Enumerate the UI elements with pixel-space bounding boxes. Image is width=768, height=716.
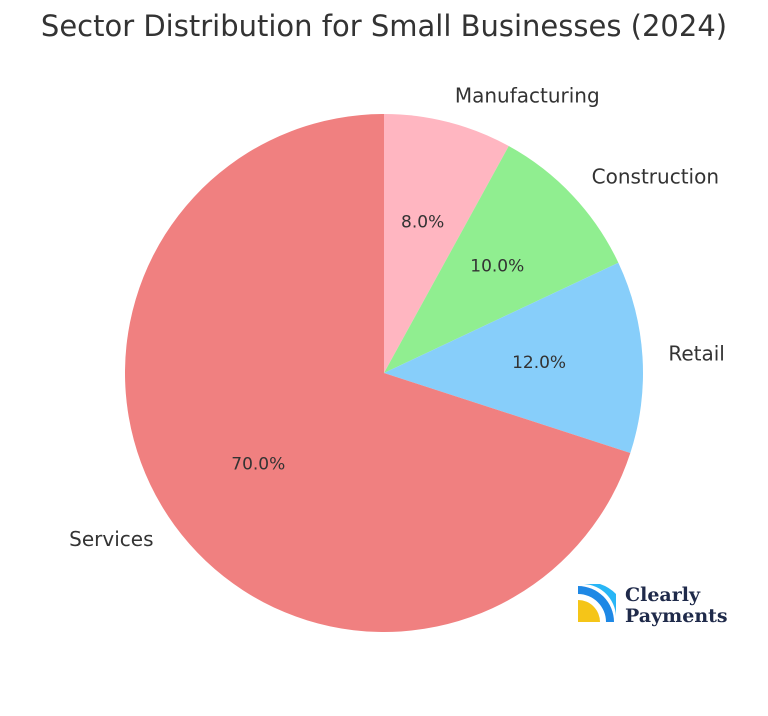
logo-icon — [578, 600, 600, 622]
logo-icon — [578, 586, 614, 622]
value-label: 12.0% — [512, 353, 566, 373]
logo-text: Payments — [625, 605, 728, 627]
pie-slice — [384, 114, 509, 373]
value-label: 70.0% — [231, 454, 285, 474]
logo-text: Clearly — [625, 584, 701, 606]
pie-slice — [384, 262, 643, 454]
chart-title: Sector Distribution for Small Businesses… — [41, 9, 727, 43]
logo-icon — [584, 584, 616, 616]
value-label: 8.0% — [401, 212, 444, 232]
pie-slice — [124, 114, 631, 632]
pie-slice — [384, 146, 619, 373]
value-label: 10.0% — [470, 257, 524, 277]
slice-label: Construction — [592, 164, 719, 188]
logo: Clearly Payments — [578, 584, 728, 627]
slice-label: Services — [69, 527, 153, 551]
slice-label: Retail — [668, 342, 725, 366]
slice-label: Manufacturing — [455, 84, 600, 108]
